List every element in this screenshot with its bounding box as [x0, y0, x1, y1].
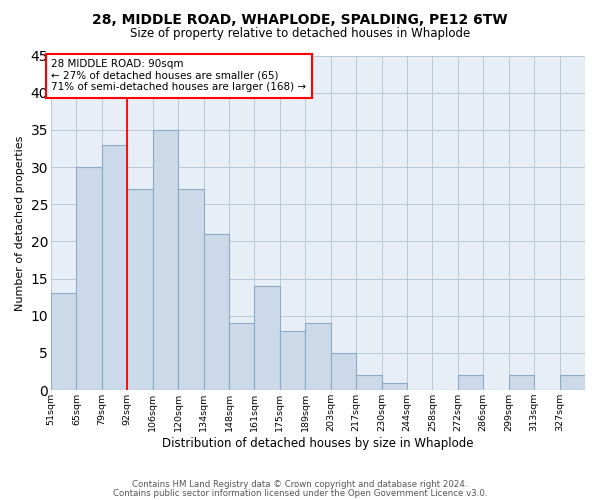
- Bar: [280, 330, 305, 390]
- Bar: [51, 294, 76, 390]
- Bar: [178, 190, 203, 390]
- Bar: [509, 376, 534, 390]
- Text: 28 MIDDLE ROAD: 90sqm
← 27% of detached houses are smaller (65)
71% of semi-deta: 28 MIDDLE ROAD: 90sqm ← 27% of detached …: [51, 59, 307, 92]
- Text: 28, MIDDLE ROAD, WHAPLODE, SPALDING, PE12 6TW: 28, MIDDLE ROAD, WHAPLODE, SPALDING, PE1…: [92, 12, 508, 26]
- Bar: [382, 382, 407, 390]
- Bar: [229, 323, 254, 390]
- Bar: [102, 144, 127, 390]
- Bar: [305, 323, 331, 390]
- Bar: [203, 234, 229, 390]
- Bar: [76, 167, 102, 390]
- Bar: [356, 376, 382, 390]
- X-axis label: Distribution of detached houses by size in Whaplode: Distribution of detached houses by size …: [162, 437, 474, 450]
- Bar: [152, 130, 178, 390]
- Text: Contains HM Land Registry data © Crown copyright and database right 2024.: Contains HM Land Registry data © Crown c…: [132, 480, 468, 489]
- Text: Size of property relative to detached houses in Whaplode: Size of property relative to detached ho…: [130, 28, 470, 40]
- Bar: [560, 376, 585, 390]
- Bar: [458, 376, 483, 390]
- Bar: [254, 286, 280, 390]
- Bar: [127, 190, 152, 390]
- Text: Contains public sector information licensed under the Open Government Licence v3: Contains public sector information licen…: [113, 488, 487, 498]
- Bar: [331, 353, 356, 390]
- Y-axis label: Number of detached properties: Number of detached properties: [15, 135, 25, 310]
